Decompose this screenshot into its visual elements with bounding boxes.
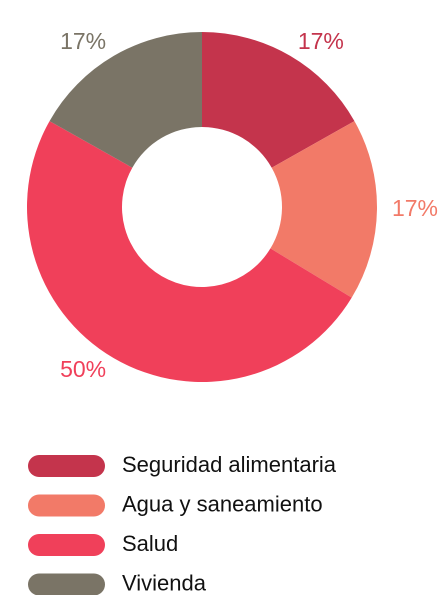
value-label: 17% <box>298 28 344 54</box>
slice <box>270 121 377 298</box>
legend-swatch <box>28 455 105 477</box>
legend-label: Vivienda <box>122 570 207 595</box>
legend-swatch <box>28 573 105 595</box>
legend-label: Agua y saneamiento <box>122 491 323 516</box>
legend-label: Salud <box>122 531 178 556</box>
slice <box>26 121 352 383</box>
legend-swatch <box>28 534 105 556</box>
slice <box>202 32 355 168</box>
value-label: 17% <box>392 195 438 221</box>
legend-label: Seguridad alimentaria <box>122 452 337 477</box>
legend-swatch <box>28 494 105 517</box>
slice <box>49 32 202 168</box>
value-label: 50% <box>60 356 106 382</box>
value-label: 17% <box>60 28 106 54</box>
